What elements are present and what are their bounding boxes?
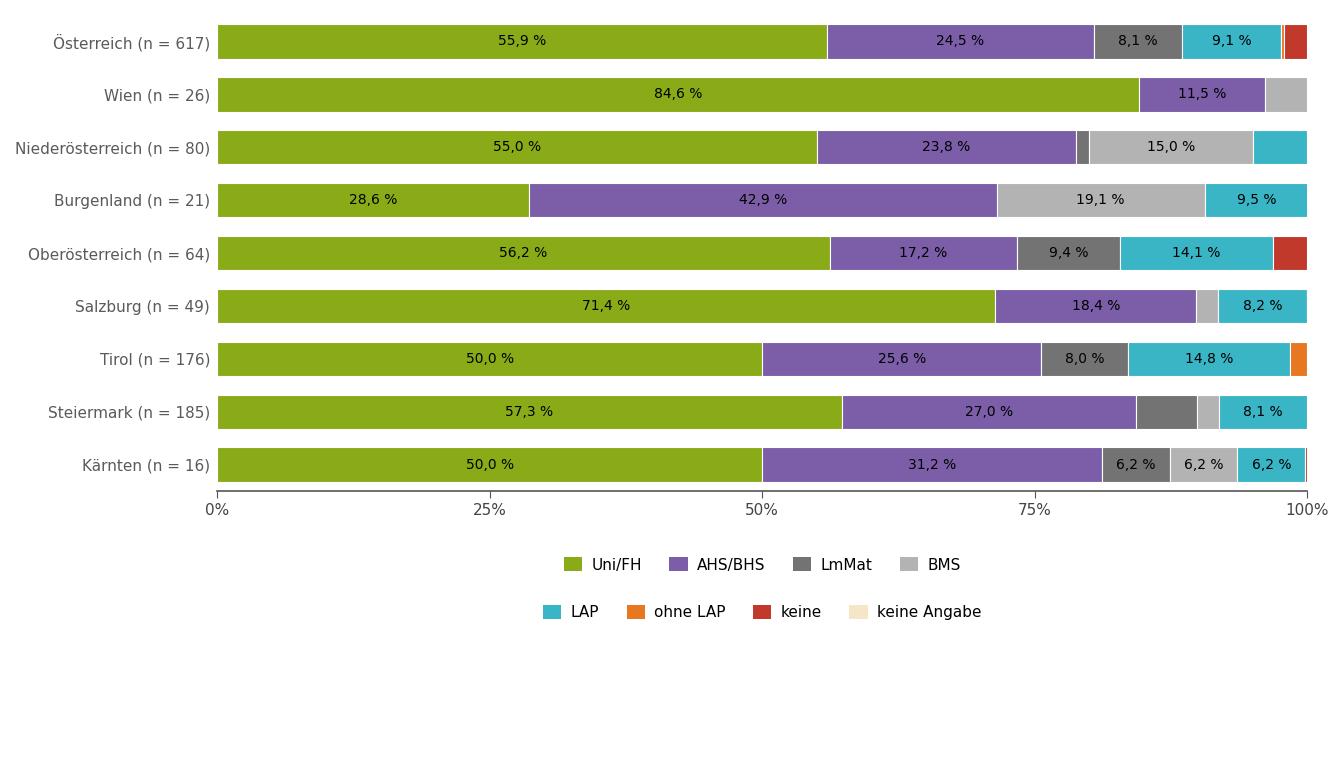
Bar	[1102, 448, 1169, 482]
Text: 8,0 %: 8,0 %	[1066, 352, 1105, 366]
Bar	[829, 236, 1017, 270]
Text: 25,6 %: 25,6 %	[878, 352, 926, 366]
Bar	[1198, 395, 1219, 429]
Bar	[1274, 236, 1308, 270]
Bar	[817, 130, 1077, 164]
Text: 84,6 %: 84,6 %	[655, 88, 703, 101]
Text: 50,0 %: 50,0 %	[465, 458, 513, 472]
Text: 42,9 %: 42,9 %	[739, 193, 786, 207]
Bar	[762, 342, 1042, 376]
Bar	[1290, 342, 1308, 376]
Text: 27,0 %: 27,0 %	[965, 405, 1013, 419]
Bar	[1181, 25, 1281, 58]
Text: 28,6 %: 28,6 %	[349, 193, 398, 207]
Bar	[218, 77, 1140, 111]
Text: 19,1 %: 19,1 %	[1077, 193, 1125, 207]
Bar	[218, 130, 817, 164]
Bar	[1238, 448, 1305, 482]
Text: 18,4 %: 18,4 %	[1071, 299, 1120, 313]
Bar	[1281, 25, 1285, 58]
Text: 56,2 %: 56,2 %	[500, 246, 547, 260]
Text: 23,8 %: 23,8 %	[922, 141, 970, 154]
Bar	[1129, 342, 1290, 376]
Bar	[218, 183, 530, 217]
Bar	[218, 342, 762, 376]
Bar	[1042, 342, 1129, 376]
Legend: LAP, ohne LAP, keine, keine Angabe: LAP, ohne LAP, keine, keine Angabe	[538, 599, 988, 626]
Text: 8,2 %: 8,2 %	[1243, 299, 1282, 313]
Text: 9,4 %: 9,4 %	[1048, 246, 1089, 260]
Text: 24,5 %: 24,5 %	[935, 35, 984, 48]
Text: 14,1 %: 14,1 %	[1172, 246, 1220, 260]
Text: 15,0 %: 15,0 %	[1146, 141, 1195, 154]
Text: 55,0 %: 55,0 %	[493, 141, 542, 154]
Bar	[1219, 395, 1308, 429]
Text: 71,4 %: 71,4 %	[582, 299, 630, 313]
Bar	[996, 289, 1196, 323]
Bar	[997, 183, 1204, 217]
Text: 11,5 %: 11,5 %	[1177, 88, 1226, 101]
Text: 6,2 %: 6,2 %	[1184, 458, 1223, 472]
Bar	[1196, 289, 1218, 323]
Text: 14,8 %: 14,8 %	[1185, 352, 1234, 366]
Text: 57,3 %: 57,3 %	[505, 405, 554, 419]
Bar	[1120, 236, 1274, 270]
Bar	[1136, 395, 1198, 429]
Bar	[218, 289, 996, 323]
Bar	[827, 25, 1094, 58]
Text: 8,1 %: 8,1 %	[1118, 35, 1157, 48]
Text: 9,5 %: 9,5 %	[1236, 193, 1277, 207]
Bar	[218, 448, 762, 482]
Text: 6,2 %: 6,2 %	[1251, 458, 1292, 472]
Bar	[1218, 289, 1308, 323]
Bar	[1305, 448, 1308, 482]
Bar	[762, 448, 1102, 482]
Bar	[1265, 77, 1308, 111]
Bar	[1308, 289, 1312, 323]
Bar	[1169, 448, 1238, 482]
Bar	[1094, 25, 1181, 58]
Bar	[1253, 130, 1308, 164]
Text: 31,2 %: 31,2 %	[909, 458, 957, 472]
Text: 17,2 %: 17,2 %	[899, 246, 948, 260]
Bar	[1140, 77, 1265, 111]
Text: 9,1 %: 9,1 %	[1212, 35, 1251, 48]
Text: 55,9 %: 55,9 %	[497, 35, 546, 48]
Bar	[1204, 183, 1308, 217]
Text: 8,1 %: 8,1 %	[1243, 405, 1284, 419]
Bar	[1089, 130, 1253, 164]
Bar	[218, 395, 841, 429]
Bar	[218, 236, 829, 270]
Bar	[841, 395, 1136, 429]
Text: 50,0 %: 50,0 %	[465, 352, 513, 366]
Bar	[1077, 130, 1089, 164]
Bar	[530, 183, 997, 217]
Text: 6,2 %: 6,2 %	[1117, 458, 1156, 472]
Bar	[1285, 25, 1308, 58]
Bar	[1017, 236, 1120, 270]
Bar	[218, 25, 827, 58]
